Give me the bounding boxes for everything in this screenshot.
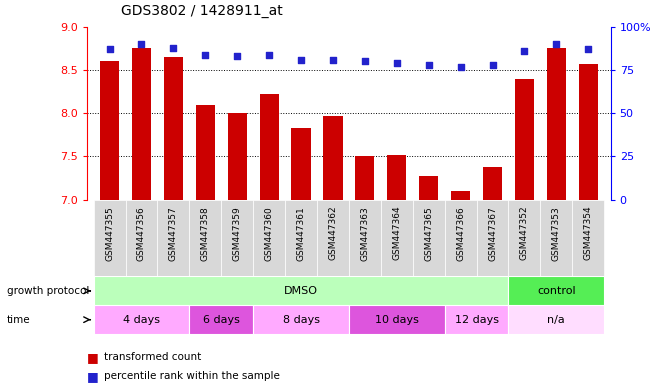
Bar (483, 167, 502, 200)
Bar (387, 155, 407, 200)
Bar (540, 200, 572, 276)
Bar (356, 157, 374, 200)
Point (296, 56, 307, 63)
Text: GSM447354: GSM447354 (584, 206, 592, 260)
Bar (578, 64, 598, 200)
Point (327, 56, 338, 63)
Bar (189, 200, 221, 276)
Text: 6 days: 6 days (203, 314, 240, 325)
Bar (189, 305, 253, 334)
Text: time: time (7, 314, 30, 325)
Point (104, 46, 115, 53)
Text: GSM447358: GSM447358 (201, 206, 210, 261)
Bar (509, 200, 540, 276)
Bar (349, 305, 445, 334)
Point (423, 62, 434, 68)
Bar (260, 94, 278, 200)
Point (487, 62, 498, 68)
Bar (317, 200, 349, 276)
Bar (196, 104, 215, 200)
Bar (445, 200, 476, 276)
Bar (381, 200, 413, 276)
Bar (221, 200, 253, 276)
Bar (285, 200, 317, 276)
Text: DMSO: DMSO (284, 286, 318, 296)
Point (136, 41, 147, 47)
Text: GSM447364: GSM447364 (393, 206, 401, 260)
Bar (349, 200, 381, 276)
Bar (476, 200, 509, 276)
Point (200, 51, 211, 58)
Bar (572, 200, 604, 276)
Text: GSM447367: GSM447367 (488, 206, 497, 261)
Point (583, 46, 594, 53)
Bar (164, 57, 183, 200)
Text: GSM447357: GSM447357 (169, 206, 178, 261)
Text: n/a: n/a (548, 314, 565, 325)
Bar (94, 200, 125, 276)
Bar (125, 200, 158, 276)
Text: 4 days: 4 days (123, 314, 160, 325)
Text: GSM447355: GSM447355 (105, 206, 114, 261)
Text: ■: ■ (87, 351, 103, 364)
Point (232, 53, 243, 59)
Text: GSM447360: GSM447360 (264, 206, 274, 261)
Text: GSM447365: GSM447365 (424, 206, 433, 261)
Bar (94, 276, 509, 305)
Bar (419, 176, 438, 200)
Text: transformed count: transformed count (104, 352, 201, 362)
Text: GSM447363: GSM447363 (360, 206, 369, 261)
Text: GSM447359: GSM447359 (233, 206, 242, 261)
Point (360, 58, 370, 65)
Point (391, 60, 402, 66)
Bar (413, 200, 445, 276)
Text: percentile rank within the sample: percentile rank within the sample (104, 371, 280, 381)
Bar (547, 48, 566, 200)
Text: ■: ■ (87, 370, 103, 383)
Text: growth protocol: growth protocol (7, 286, 89, 296)
Bar (94, 305, 189, 334)
Text: 8 days: 8 days (282, 314, 319, 325)
Text: control: control (537, 286, 576, 296)
Text: 12 days: 12 days (454, 314, 499, 325)
Bar (100, 61, 119, 200)
Bar (509, 305, 604, 334)
Point (168, 45, 178, 51)
Text: GSM447352: GSM447352 (520, 206, 529, 260)
Bar (451, 191, 470, 200)
Bar (291, 128, 311, 200)
Text: GDS3802 / 1428911_at: GDS3802 / 1428911_at (121, 4, 282, 18)
Bar (509, 276, 604, 305)
Text: GSM447362: GSM447362 (329, 206, 338, 260)
Bar (253, 305, 349, 334)
Text: GSM447353: GSM447353 (552, 206, 561, 261)
Bar (158, 200, 189, 276)
Text: 10 days: 10 days (375, 314, 419, 325)
Bar (227, 113, 247, 200)
Text: GSM447356: GSM447356 (137, 206, 146, 261)
Point (519, 48, 530, 54)
Bar (323, 116, 342, 200)
Point (264, 51, 274, 58)
Text: GSM447361: GSM447361 (297, 206, 305, 261)
Bar (132, 48, 151, 200)
Bar (515, 79, 534, 200)
Bar (253, 200, 285, 276)
Point (455, 64, 466, 70)
Bar (445, 305, 509, 334)
Point (551, 41, 562, 47)
Text: GSM447366: GSM447366 (456, 206, 465, 261)
